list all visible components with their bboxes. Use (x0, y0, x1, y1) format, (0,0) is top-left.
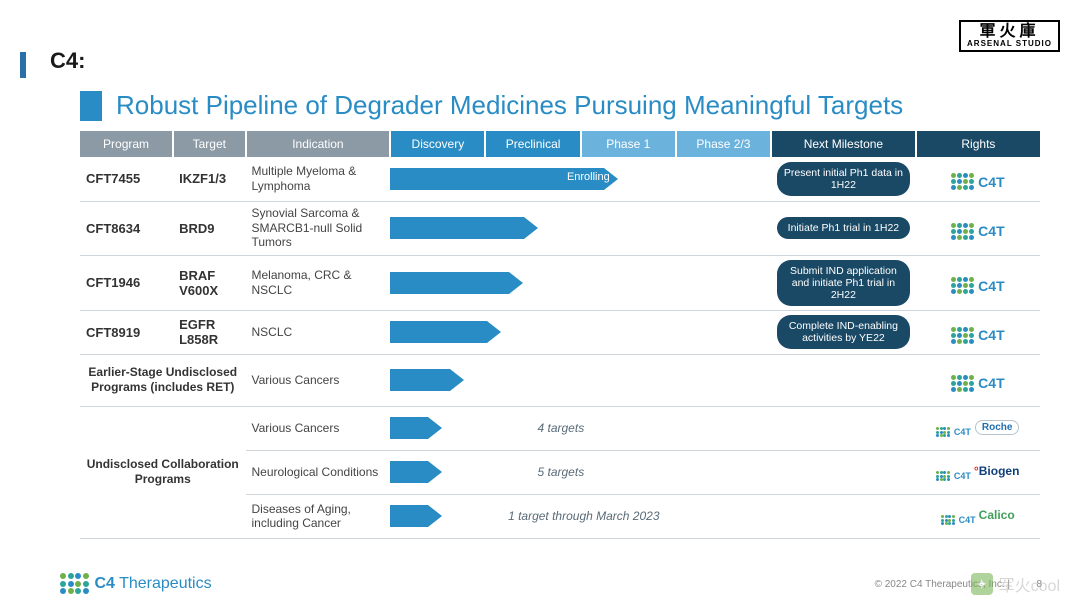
target-cell: BRD9 (173, 201, 245, 255)
accent-bar (20, 52, 26, 78)
target-cell: BRAF V600X (173, 255, 245, 310)
page-title: Robust Pipeline of Degrader Medicines Pu… (116, 90, 903, 121)
milestone-cell: Complete IND-enabling activities by YE22 (771, 310, 916, 354)
c4t-logo: C4T (951, 173, 1004, 190)
column-header: Phase 1 (581, 131, 676, 157)
table-row: Undisclosed Collaboration ProgramsVariou… (80, 406, 1040, 450)
footer-company-logo: C4 Therapeutics (60, 573, 212, 594)
program-cell: CFT7455 (80, 157, 173, 201)
table-row: CFT1946BRAF V600XMelanoma, CRC & NSCLC Su… (80, 255, 1040, 310)
column-header: Indication (246, 131, 391, 157)
c4t-logo-text: C4T (954, 471, 971, 481)
partner-roche: Roche (975, 420, 1020, 435)
c4t-logo-text: C4T (978, 327, 1004, 343)
program-merged: Earlier-Stage Undisclosed Programs (incl… (80, 354, 246, 406)
c4t-logo: C4T (951, 375, 1004, 392)
table-row: CFT8634BRD9Synovial Sarcoma & SMARCB1-nu… (80, 201, 1040, 255)
milestone-cell: Submit IND application and initiate Ph1 … (771, 255, 916, 310)
partner-biogen: °Biogen (974, 464, 1019, 478)
target-cell: EGFR L858R (173, 310, 245, 354)
milestone-cell (771, 406, 916, 450)
progress-cell (390, 255, 771, 310)
wechat-icon: ✦ (971, 573, 993, 595)
progress-cell: 1 target through March 2023 (390, 494, 771, 538)
c4t-logo: C4T (936, 427, 971, 437)
c4t-logo-text: C4T (954, 427, 971, 437)
indication-cell: Diseases of Aging, including Cancer (246, 494, 391, 538)
milestone-pill: Present initial Ph1 data in 1H22 (777, 162, 910, 196)
arsenal-en: ARSENAL STUDIO (967, 40, 1052, 48)
rights-cell: C4TCalico (916, 494, 1040, 538)
progress-label: Enrolling (567, 171, 610, 183)
c4t-logo-text: C4T (978, 278, 1004, 294)
milestone-pill: Initiate Ph1 trial in 1H22 (777, 217, 910, 239)
indication-cell: Various Cancers (246, 406, 391, 450)
rights-cell: C4T (916, 310, 1040, 354)
column-header: Target (173, 131, 245, 157)
progress-cell (390, 201, 771, 255)
column-header: Next Milestone (771, 131, 916, 157)
partner-calico: Calico (979, 508, 1015, 522)
milestone-cell (771, 494, 916, 538)
table-row: CFT8919EGFR L858RNSCLC Complete IND-enabl… (80, 310, 1040, 354)
indication-cell: Various Cancers (246, 354, 391, 406)
title-accent-block (80, 91, 102, 121)
c4t-logo-text: C4T (978, 223, 1004, 239)
milestone-pill: Submit IND application and initiate Ph1 … (777, 260, 910, 306)
rights-cell: C4T (916, 157, 1040, 201)
program-cell: CFT8634 (80, 201, 173, 255)
indication-cell: NSCLC (246, 310, 391, 354)
progress-overlay-text: 1 target through March 2023 (508, 509, 659, 523)
c4t-logo-text: C4T (959, 515, 976, 525)
rights-cell: C4T (916, 201, 1040, 255)
progress-cell: Enrolling (390, 157, 771, 201)
brand-label: C4: (50, 48, 85, 74)
indication-cell: Melanoma, CRC & NSCLC (246, 255, 391, 310)
rights-cell: C4T Roche (916, 406, 1040, 450)
progress-overlay-text: 5 targets (538, 465, 585, 479)
column-header: Discovery (390, 131, 485, 157)
c4t-logo-text: C4T (978, 375, 1004, 391)
c4t-logo: C4T (936, 471, 971, 481)
table-row: Earlier-Stage Undisclosed Programs (incl… (80, 354, 1040, 406)
target-cell: IKZF1/3 (173, 157, 245, 201)
column-header: Program (80, 131, 173, 157)
progress-cell (390, 354, 771, 406)
table-row: CFT7455IKZF1/3Multiple Myeloma & Lymphom… (80, 157, 1040, 201)
indication-cell: Multiple Myeloma & Lymphoma (246, 157, 391, 201)
indication-cell: Neurological Conditions (246, 450, 391, 494)
c4t-logo-text: C4T (978, 174, 1004, 190)
milestone-cell (771, 354, 916, 406)
arsenal-studio-logo: 軍火庫 ARSENAL STUDIO (959, 20, 1060, 52)
rights-cell: C4T°Biogen (916, 450, 1040, 494)
rights-cell: C4T (916, 354, 1040, 406)
program-merged-group: Undisclosed Collaboration Programs (80, 406, 246, 538)
pipeline-table: ProgramTargetIndicationDiscoveryPreclini… (80, 131, 1040, 539)
program-cell: CFT8919 (80, 310, 173, 354)
c4t-logo: C4T (951, 327, 1004, 344)
progress-cell: 4 targets (390, 406, 771, 450)
column-header: Phase 2/3 (676, 131, 771, 157)
c4t-logo: C4T (951, 277, 1004, 294)
rights-cell: C4T (916, 255, 1040, 310)
progress-overlay-text: 4 targets (538, 421, 585, 435)
milestone-cell: Present initial Ph1 data in 1H22 (771, 157, 916, 201)
progress-cell: 5 targets (390, 450, 771, 494)
milestone-cell: Initiate Ph1 trial in 1H22 (771, 201, 916, 255)
milestone-pill: Complete IND-enabling activities by YE22 (777, 315, 910, 349)
watermark: ✦ 军火cool (971, 572, 1060, 596)
c4t-logo: C4T (941, 515, 976, 525)
milestone-cell (771, 450, 916, 494)
footer-company-name: C4 Therapeutics (95, 575, 212, 593)
watermark-text: 军火cool (999, 572, 1060, 596)
progress-cell (390, 310, 771, 354)
column-header: Rights (916, 131, 1040, 157)
program-cell: CFT1946 (80, 255, 173, 310)
column-header: Preclinical (485, 131, 580, 157)
table-header: ProgramTargetIndicationDiscoveryPreclini… (80, 131, 1040, 157)
arsenal-cjk: 軍火庫 (980, 23, 1040, 40)
c4t-logo: C4T (951, 223, 1004, 240)
indication-cell: Synovial Sarcoma & SMARCB1-null Solid Tu… (246, 201, 391, 255)
pipeline-content: Robust Pipeline of Degrader Medicines Pu… (80, 90, 1040, 539)
